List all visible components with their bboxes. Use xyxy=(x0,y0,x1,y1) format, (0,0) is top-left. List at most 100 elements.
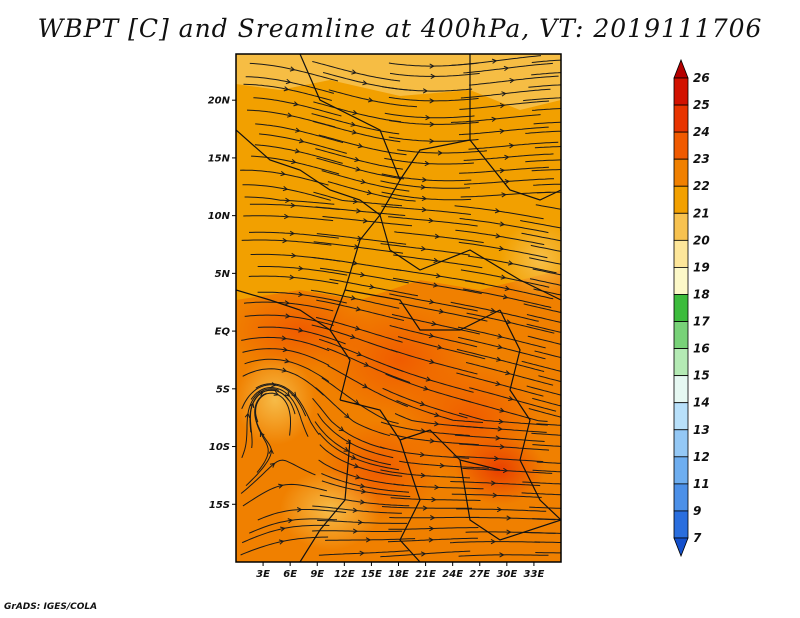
streamline-arrow xyxy=(365,537,372,543)
streamline xyxy=(531,432,561,436)
colorbar-segment xyxy=(673,104,689,133)
streamline xyxy=(532,108,561,111)
streamline-arrow xyxy=(502,467,509,474)
colorbar-segment xyxy=(673,483,689,512)
streamline-arrow xyxy=(505,370,511,376)
streamline-arrow xyxy=(298,291,304,297)
colorbar-segment xyxy=(673,321,689,349)
streamline-arrow xyxy=(569,264,573,268)
streamline-arrow xyxy=(499,221,506,227)
streamline-arrow xyxy=(353,463,360,469)
streamline-arrow xyxy=(572,70,576,74)
colorbar-segment xyxy=(673,77,689,106)
streamline-arrow xyxy=(287,518,294,524)
colorbar-segment xyxy=(673,294,689,322)
streamline-arrow xyxy=(572,275,576,279)
streamline-arrow xyxy=(424,160,430,167)
streamline-arrow xyxy=(508,143,515,149)
streamline-arrow xyxy=(350,454,357,460)
streamline xyxy=(530,244,561,252)
streamline-arrow xyxy=(499,444,506,450)
streamline xyxy=(521,360,561,372)
streamline-arrow xyxy=(268,448,274,455)
streamline-arrow xyxy=(360,179,367,185)
colorbar-label: 19 xyxy=(693,260,710,274)
streamline-arrow xyxy=(566,322,570,326)
streamline-arrow xyxy=(436,344,443,350)
streamline-arrow xyxy=(504,154,510,161)
streamline-arrow xyxy=(497,426,503,432)
streamline-arrow xyxy=(572,434,576,438)
streamline-arrow xyxy=(281,367,288,373)
streamline-arrow xyxy=(499,102,506,109)
colorbar-segment xyxy=(673,456,689,485)
streamline-arrow xyxy=(430,515,436,521)
colorbar-segment xyxy=(673,348,689,377)
streamline xyxy=(528,408,561,418)
streamline xyxy=(526,323,561,333)
streamline-arrow xyxy=(502,294,509,300)
streamline xyxy=(532,268,561,276)
streamline xyxy=(529,278,561,286)
streamline-arrow xyxy=(298,327,304,333)
longitude-axis: 3E 6E 9E 12E 15E 18E 21E 24E 27E 30E 33E xyxy=(256,562,544,580)
streamline-arrow xyxy=(346,439,352,444)
colorbar-segment xyxy=(673,510,689,539)
streamline-arrow xyxy=(574,359,578,363)
streamline-arrow xyxy=(362,218,369,224)
lat-tick-label: EQ xyxy=(215,327,231,338)
streamline-arrow xyxy=(429,63,435,69)
streamline-arrow xyxy=(294,148,301,154)
streamline-arrow xyxy=(508,395,514,401)
colorbar-segment xyxy=(673,267,689,295)
streamline-arrow xyxy=(576,540,580,544)
streamline xyxy=(525,159,561,163)
streamline-arrow xyxy=(499,407,505,413)
streamline-arrow xyxy=(578,190,582,194)
lon-tick-label: 24E xyxy=(442,569,463,580)
colorbar-label: 23 xyxy=(693,152,710,166)
streamline-arrow xyxy=(498,418,504,425)
streamline-arrow xyxy=(352,110,358,116)
streamline-arrow xyxy=(566,332,570,336)
lon-tick-label: 12E xyxy=(334,569,355,580)
lon-tick-label: 27E xyxy=(469,569,490,580)
streamline-arrow xyxy=(493,455,500,462)
streamline-arrow xyxy=(503,65,510,72)
streamline-arrow xyxy=(359,272,366,278)
streamline-arrow xyxy=(495,233,501,239)
lon-tick-label: 15E xyxy=(361,569,382,580)
lon-tick-label: 9E xyxy=(310,569,324,580)
streamline-arrow xyxy=(428,217,434,224)
streamline-arrow xyxy=(362,80,368,86)
streamline-arrow xyxy=(573,296,577,300)
colorbar-label: 25 xyxy=(693,98,710,112)
streamline-arrow xyxy=(273,390,280,396)
lat-tick-label: 5S xyxy=(216,384,230,395)
streamline-arrow xyxy=(499,128,505,134)
streamline-arrow xyxy=(282,237,288,244)
streamline-arrow xyxy=(420,472,427,479)
streamline-arrow xyxy=(367,97,374,103)
streamline-arrow xyxy=(350,334,356,340)
colorbar-label: 16 xyxy=(693,342,710,356)
streamline-arrow xyxy=(507,260,514,266)
streamline-arrow xyxy=(431,320,437,327)
streamline-arrow xyxy=(284,358,290,364)
streamline-arrow xyxy=(434,233,441,239)
country-borders xyxy=(236,54,561,562)
lat-tick-label: 15S xyxy=(209,500,230,511)
streamline-arrow xyxy=(352,260,359,266)
streamline-arrow xyxy=(284,300,290,306)
streamline-arrow xyxy=(490,307,496,313)
streamline-arrow xyxy=(351,69,357,75)
streamline-arrow xyxy=(281,335,287,341)
streamline-arrow xyxy=(338,426,345,432)
streamline-arrow xyxy=(284,391,291,397)
streamline-arrow xyxy=(499,168,506,174)
streamline-arrow xyxy=(570,285,574,289)
streamline-arrow xyxy=(343,446,350,452)
streamline xyxy=(525,130,561,134)
streamline-arrow xyxy=(567,344,571,348)
